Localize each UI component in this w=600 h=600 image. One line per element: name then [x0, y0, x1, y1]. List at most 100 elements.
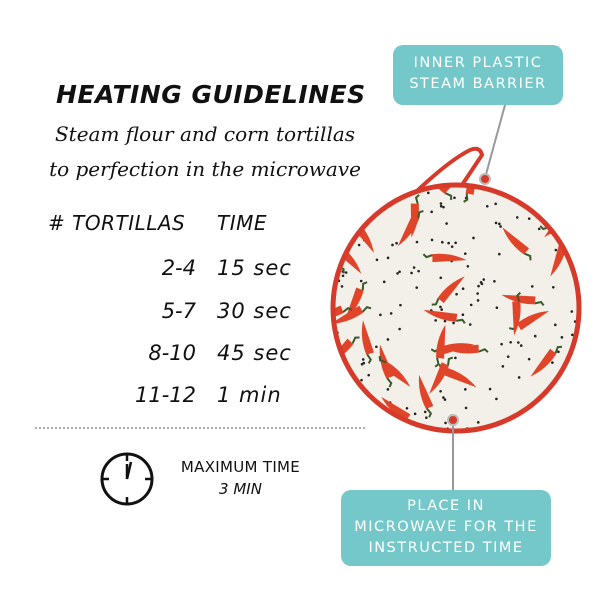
pattern-dot — [386, 338, 390, 341]
pattern-dot — [517, 376, 521, 379]
pattern-dot — [395, 418, 399, 422]
pattern-dot — [391, 243, 394, 247]
pattern-dot — [501, 365, 505, 368]
pattern-dot — [519, 344, 523, 347]
dotted-divider — [35, 427, 365, 429]
callout-text: PLACE IN — [407, 498, 485, 514]
pattern-dot — [562, 395, 565, 398]
pattern-dot — [543, 190, 546, 194]
pattern-dot — [444, 421, 447, 425]
pattern-dot — [494, 202, 497, 206]
pattern-dot — [461, 287, 465, 291]
pattern-dot — [434, 319, 437, 322]
chili-pepper — [512, 291, 522, 336]
pattern-dot — [477, 284, 480, 288]
pattern-dot — [552, 416, 555, 420]
pattern-dot — [373, 196, 376, 199]
callout-text: STEAM BARRIER — [409, 76, 547, 92]
chili-pepper — [361, 320, 374, 364]
pattern-dot — [453, 196, 456, 200]
pattern-dot — [439, 305, 442, 309]
row-time: 30 sec — [217, 299, 292, 323]
chili-pepper — [502, 227, 532, 261]
row-count: 5-7 — [161, 299, 196, 323]
chili-pepper — [434, 324, 446, 368]
pattern-dot — [359, 279, 363, 283]
pattern-dot — [557, 350, 560, 354]
pattern-dot — [498, 252, 501, 256]
pattern-dot — [517, 341, 520, 344]
row-count: 11-12 — [134, 383, 196, 407]
pattern-dot — [386, 388, 390, 391]
pattern-dot — [335, 221, 338, 225]
chili-pepper — [335, 187, 368, 196]
callout-text: INSTRUCTED TIME — [368, 540, 524, 556]
pattern-dot — [488, 387, 492, 391]
pattern-dot — [560, 336, 564, 339]
clock-icon — [100, 452, 154, 506]
pattern-dot — [571, 333, 574, 337]
pattern-dot — [527, 357, 531, 361]
max-time-value: 3 MIN — [219, 480, 262, 498]
pattern-dot — [530, 285, 534, 288]
pattern-dot — [399, 303, 402, 307]
pattern-dot — [348, 400, 351, 404]
chili-pepper — [423, 187, 453, 200]
callout-microwave: PLACE IN MICROWAVE FOR THE INSTRUCTED TI… — [341, 490, 551, 566]
pattern-dot — [442, 396, 445, 399]
pattern-dot — [472, 236, 475, 240]
pattern-dot — [396, 272, 399, 275]
pattern-dot — [398, 327, 401, 331]
header-tortillas: # TORTILLAS — [48, 211, 186, 235]
pattern-dot — [423, 410, 427, 414]
pattern-dot — [417, 269, 420, 273]
pattern-dot — [379, 313, 382, 317]
pattern-dot — [439, 276, 443, 280]
pattern-dot — [395, 241, 398, 245]
pattern-dot — [482, 278, 486, 281]
pattern-dot — [415, 240, 419, 244]
pattern-dot — [447, 241, 450, 245]
pattern-dot — [445, 222, 448, 225]
subtitle-line-2: to perfection in the microwave — [49, 157, 361, 181]
pattern-dot — [479, 280, 483, 284]
pattern-dot — [469, 303, 473, 307]
pattern-dot — [466, 264, 470, 268]
pattern-dot — [533, 334, 537, 338]
callout-steam-barrier: INNER PLASTIC STEAM BARRIER — [393, 45, 563, 105]
pattern-dot — [439, 389, 442, 393]
pattern-dot — [569, 230, 573, 233]
pattern-dot — [493, 279, 496, 283]
pattern-dot — [476, 299, 480, 302]
pattern-dot — [439, 204, 443, 208]
pattern-dot — [464, 388, 467, 391]
pattern-dot — [545, 421, 548, 425]
pattern-dot — [494, 221, 498, 225]
pattern-dot — [454, 356, 457, 360]
row-time: 45 sec — [217, 341, 292, 365]
pattern-dot — [430, 210, 433, 214]
pattern-dot — [443, 398, 447, 401]
max-time-label: MAXIMUM TIME — [180, 458, 301, 476]
pattern-dot — [509, 340, 512, 344]
pattern-dot — [454, 241, 457, 245]
hanging-loop — [416, 146, 485, 192]
pattern-dot — [565, 422, 568, 425]
row-time: 15 sec — [217, 256, 292, 280]
callout-text: MICROWAVE FOR THE — [354, 519, 538, 535]
pattern-dot — [344, 271, 348, 274]
subtitle-line-1: Steam flour and corn tortillas — [54, 122, 356, 146]
pattern-dot — [360, 378, 363, 382]
pattern-dot — [551, 285, 555, 289]
chili-pepper — [418, 375, 434, 418]
pattern-dot — [413, 412, 417, 416]
pattern-dot — [439, 202, 443, 205]
pattern-dot — [350, 223, 353, 227]
chili-pepper — [345, 281, 368, 320]
pattern-dot — [389, 312, 393, 315]
chili-pepper — [544, 205, 575, 238]
callout-dot-bottom — [447, 414, 459, 426]
pattern-dot — [330, 272, 333, 275]
